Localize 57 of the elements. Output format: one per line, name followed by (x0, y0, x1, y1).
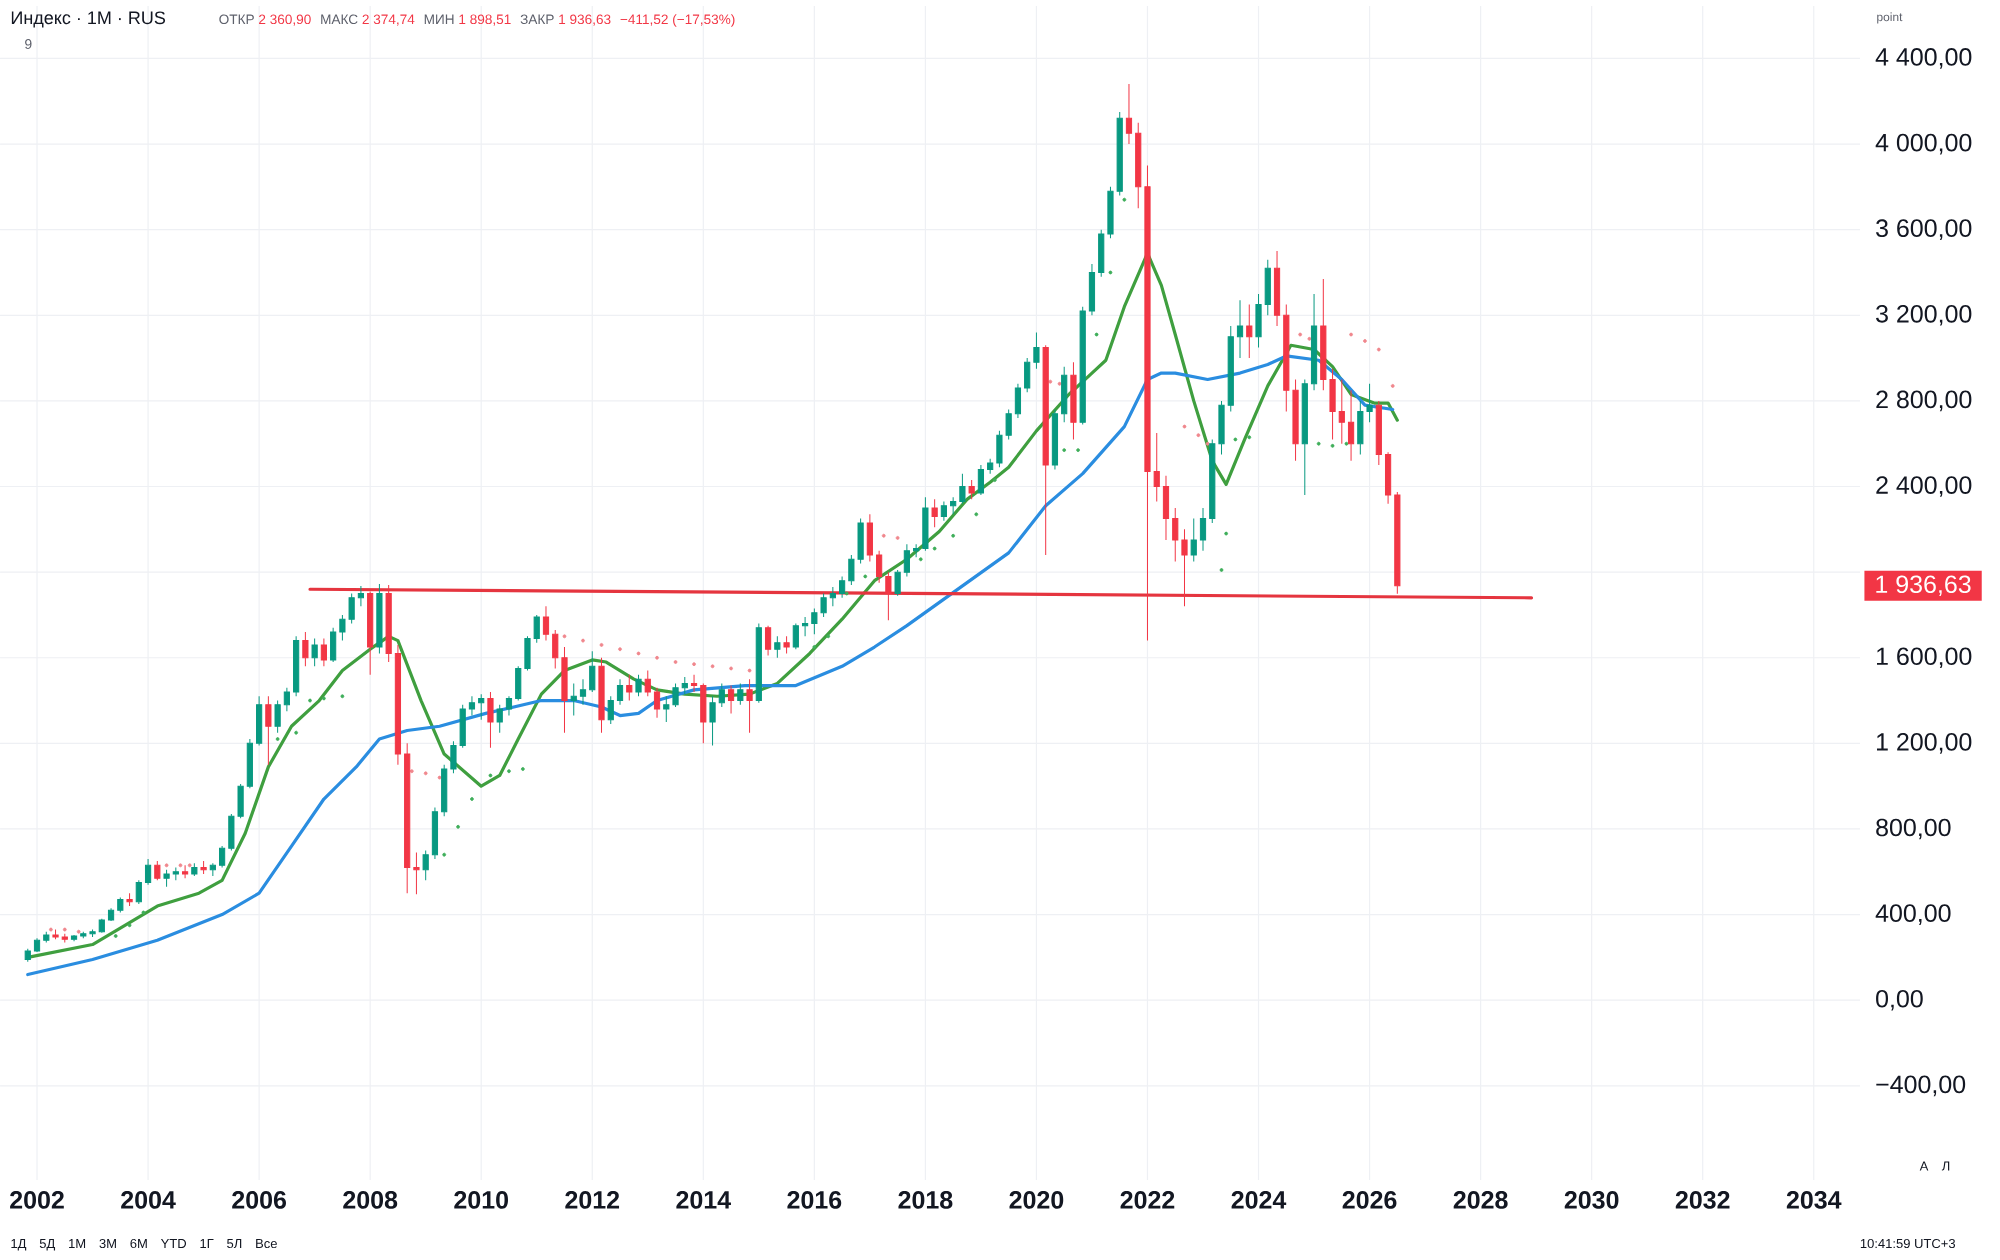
text: 1 936,63 (1876, 575, 1971, 597)
candlestick (746, 678, 753, 734)
x-tick-label: 2028 (1453, 1191, 1508, 1209)
y-tick-label: 2 400,00 (1876, 476, 1972, 497)
candlestick (367, 590, 374, 676)
x-tick-label: 2014 (676, 1191, 731, 1209)
y-tick-label: −400,00 (1876, 1075, 1966, 1097)
y-tick-label: 3 200,00 (1876, 304, 1972, 326)
candlestick (774, 635, 781, 659)
x-tick-label: 2020 (1009, 1191, 1064, 1209)
y-tick-label: 4 400,00 (1875, 48, 1972, 69)
x-tick-label: 2010 (454, 1191, 508, 1209)
candlestick (626, 674, 633, 702)
candlestick (154, 860, 161, 881)
x-tick-label: 2026 (1342, 1191, 1397, 1209)
x-tick-label: 2034 (1786, 1191, 1842, 1209)
x-tick-label: 2016 (787, 1191, 842, 1209)
y-tick-label: 1 200,00 (1877, 733, 1972, 754)
x-tick-label: 2022 (1120, 1191, 1175, 1209)
y-tick-label: 800,00 (1876, 818, 1951, 840)
candlestick (968, 479, 975, 500)
candlestick (783, 635, 790, 654)
chart-title: Индекс · 1М · RUS (11, 11, 166, 28)
x-tick-label: 2024 (1231, 1191, 1287, 1209)
candlestick (1246, 304, 1253, 359)
y-tick-label: 2 800,00 (1876, 390, 1972, 412)
y-tick-label: 4 000,00 (1875, 133, 1972, 155)
candlestick (931, 498, 938, 528)
candlestick (302, 631, 309, 667)
candlestick (737, 682, 744, 706)
candlestick (635, 674, 642, 697)
candlestick (1070, 361, 1077, 440)
candlestick (487, 691, 494, 749)
y-tick-label: 3 600,00 (1876, 219, 1972, 240)
candlestick (311, 637, 318, 667)
candlestick (200, 860, 207, 875)
candlestick (126, 892, 133, 907)
x-tick-label: 2002 (10, 1191, 64, 1209)
x-tick-label: 2006 (232, 1191, 286, 1209)
x-tick-label: 2004 (121, 1191, 176, 1209)
y-tick-label: 0,00 (1876, 989, 1923, 1011)
candlestick (727, 685, 735, 714)
x-tick-label: 2032 (1675, 1191, 1730, 1209)
x-tick-label: 2012 (565, 1191, 620, 1209)
candlestick (376, 583, 383, 654)
x-tick-label: 2008 (343, 1191, 398, 1209)
candlestick (265, 695, 272, 766)
x-tick-label: 2018 (898, 1191, 953, 1209)
candlestick (755, 623, 762, 704)
candlestick (598, 657, 605, 734)
candlestick (320, 637, 327, 667)
y-tick-label: 1 600,00 (1877, 647, 1972, 669)
x-tick-label: 2030 (1564, 1191, 1619, 1209)
candlestick (181, 864, 189, 879)
y-tick-label: 400,00 (1875, 904, 1951, 925)
candlestick (977, 464, 985, 496)
candlestick (764, 625, 772, 657)
